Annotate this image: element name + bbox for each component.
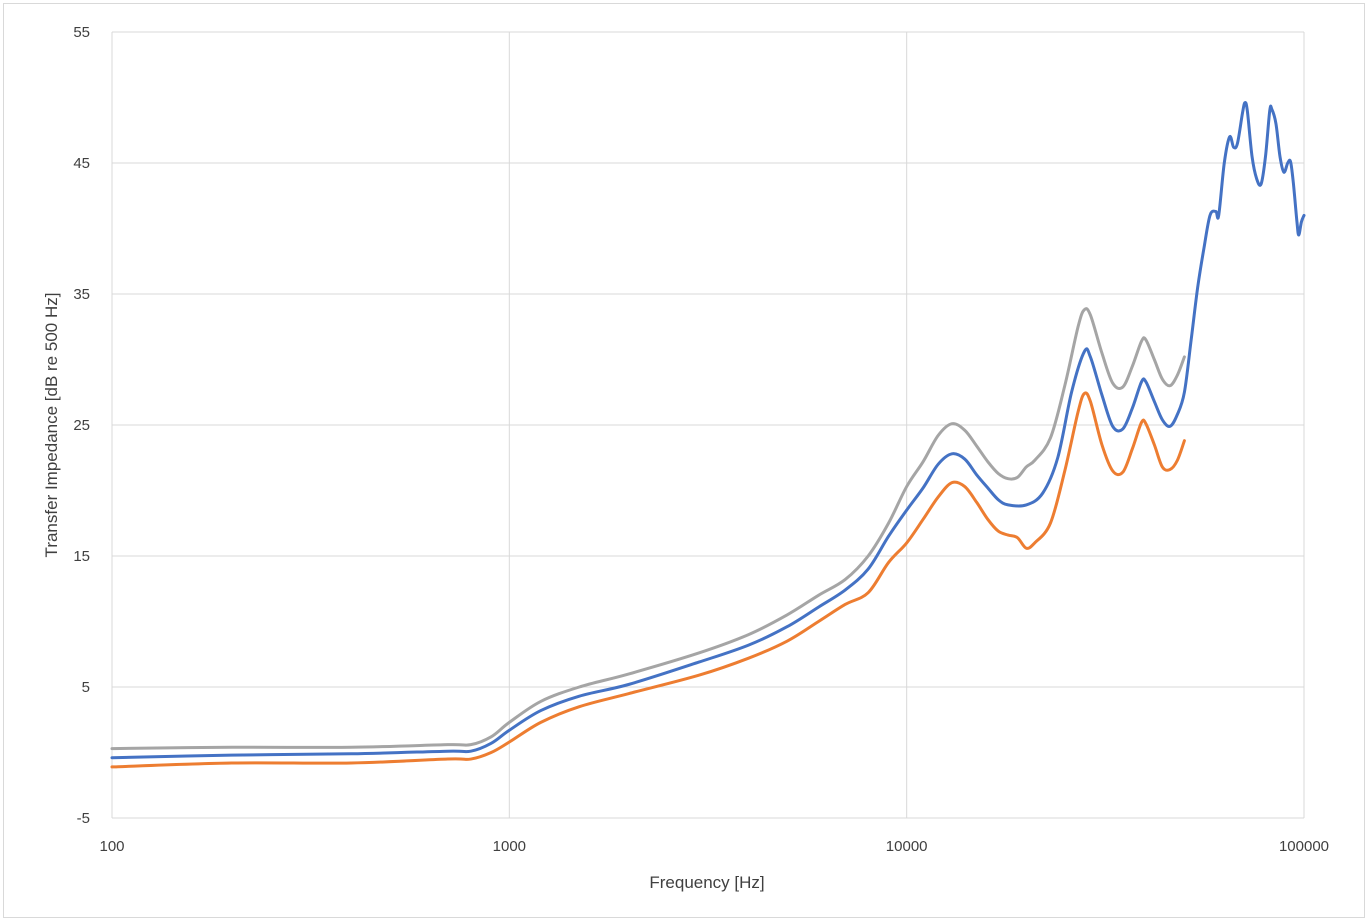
y-tick-label: 25 — [73, 417, 90, 434]
x-tick-labels: 100 1000 10000 100000 — [99, 838, 1329, 855]
y-tick-label: 5 — [82, 679, 90, 696]
y-tick-label: -5 — [77, 810, 90, 827]
grid-lines — [111, 31, 1305, 819]
series-line-3 — [110, 391, 1186, 769]
y-tick-label: 45 — [73, 155, 90, 172]
x-tick-label: 10000 — [886, 838, 928, 855]
x-tick-label: 100000 — [1279, 838, 1329, 855]
series-line-1 — [110, 307, 1186, 751]
x-tick-label: 1000 — [493, 838, 526, 855]
x-axis-label: Frequency [Hz] — [649, 873, 764, 892]
x-tick-label: 100 — [99, 838, 124, 855]
series-line-2 — [110, 101, 1306, 760]
y-tick-label: 55 — [73, 24, 90, 41]
y-tick-label: 35 — [73, 286, 90, 303]
y-tick-labels: -5 5 15 25 35 45 55 — [73, 24, 90, 827]
y-axis-label: Transfer Impedance [dB re 500 Hz] — [42, 293, 61, 558]
y-tick-label: 15 — [73, 548, 90, 565]
chart-frame — [3, 3, 1365, 918]
series-lines — [110, 101, 1306, 769]
